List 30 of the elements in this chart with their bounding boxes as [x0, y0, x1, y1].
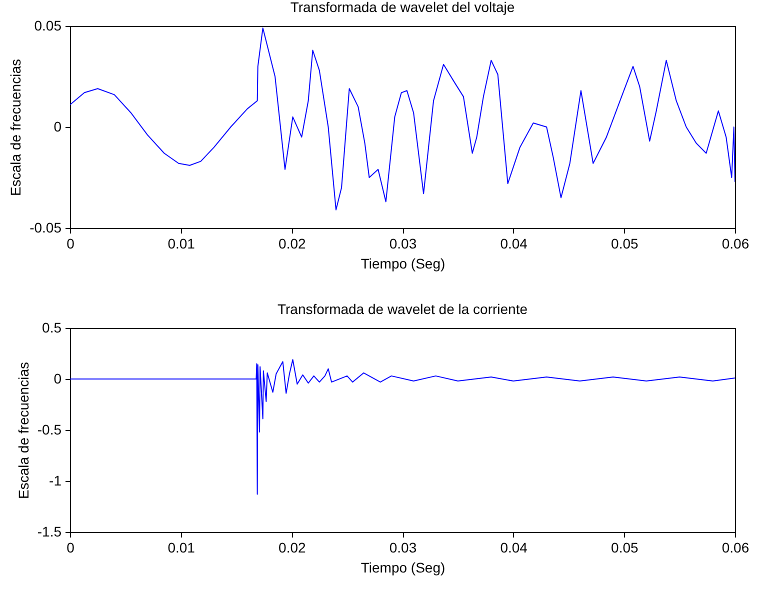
- line-series: [70, 28, 735, 210]
- x-tick-label: 0.04: [500, 236, 528, 252]
- x-axis-title: Tiempo (Seg): [360, 256, 446, 272]
- y-tick-label: -0.05: [30, 220, 62, 236]
- y-axis-title: Escala de frecuencias: [8, 59, 24, 196]
- x-tick-label: 0.06: [722, 540, 750, 556]
- y-tick-label: 0: [54, 118, 62, 134]
- x-tick-label: 0.06: [722, 236, 750, 252]
- x-axis-title: Tiempo (Seg): [360, 560, 446, 576]
- x-tick-label: 0.05: [611, 236, 639, 252]
- line-series: [70, 359, 735, 495]
- x-tick-label: 0: [66, 540, 75, 556]
- x-tick-label: 0.01: [168, 540, 196, 556]
- x-tick-label: 0.01: [168, 236, 196, 252]
- y-tick-label: 0: [54, 370, 62, 386]
- y-tick-label: 0.5: [42, 320, 62, 336]
- x-tick-label: 0.05: [611, 540, 639, 556]
- y-axis-title: Escala de frecuencias: [15, 362, 32, 499]
- x-tick-label: 0.03: [389, 540, 417, 556]
- chart-title: Transformada de wavelet de la corriente: [277, 301, 528, 317]
- chart-title: Transformada de wavelet del voltaje: [290, 0, 515, 15]
- x-tick-label: 0.02: [278, 540, 306, 556]
- y-tick-label: -0.5: [37, 422, 62, 438]
- y-tick-label: -1: [49, 472, 62, 488]
- x-tick-label: 0.03: [389, 236, 417, 252]
- x-tick-label: 0.02: [278, 236, 306, 252]
- y-tick-label: -1.5: [37, 524, 62, 540]
- x-tick-label: 0: [66, 236, 75, 252]
- x-tick-label: 0.04: [500, 540, 528, 556]
- y-tick-label: 0.05: [34, 18, 62, 34]
